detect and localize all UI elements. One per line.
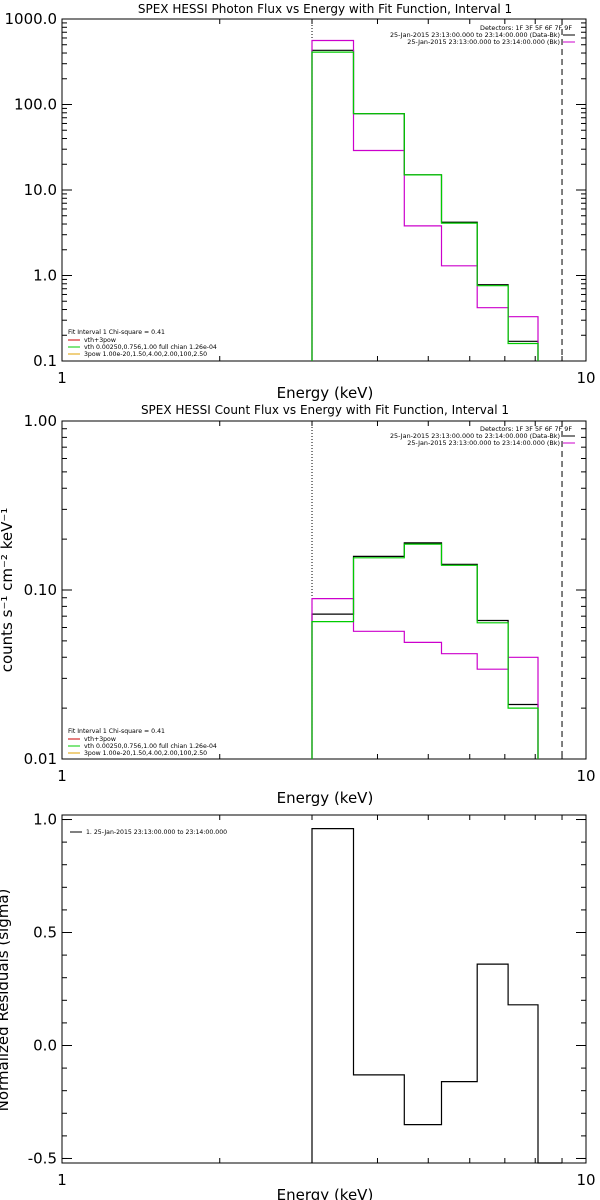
y-tick-label: -0.5 — [28, 1149, 57, 1167]
legend: Fit Interval 1 Chi-square = 0.41 vth+3po… — [68, 728, 217, 757]
legend: 1. 25-Jan-2015 23:13:00.000 to 23:14:00.… — [70, 829, 227, 836]
panel-count-flux: SPEX HESSI Count Flux vs Energy with Fit… — [0, 403, 596, 807]
panel-residuals: 1.0 0.5 0.0 -0.5 1 10 Energy (keV) Normalize… — [0, 811, 596, 1200]
series-vth-3pow — [311, 543, 539, 759]
series-data-bk — [311, 542, 539, 759]
plot-frame — [61, 18, 587, 362]
chart-title: SPEX HESSI Photon Flux vs Energy with Fi… — [138, 2, 512, 16]
x-axis-label: Energy (keV) — [277, 384, 374, 402]
interval-bk-label: 25-Jan-2015 23:13:00.000 to 23:14:00.000… — [407, 38, 560, 46]
legend-3pow: 3pow 1.00e-20,1.50,4.00,2.00,100,2.50 — [84, 750, 207, 757]
x-axis-label: Energy (keV) — [277, 1186, 374, 1200]
legend-model: vth+3pow — [84, 337, 116, 344]
legend-model: vth+3pow — [84, 736, 116, 743]
y-tick-label: 1000.0 — [5, 10, 58, 28]
y-tick-label: 0.0 — [33, 1036, 57, 1054]
legend-3pow: 3pow 1.00e-20,1.50,4.00,2.00,100,2.50 — [84, 351, 207, 358]
legend-vth: vth 0.00250,0.756,1.00 full chian 1.26e-… — [84, 344, 217, 351]
legend-interval: 1. 25-Jan-2015 23:13:00.000 to 23:14:00.… — [86, 829, 227, 836]
legend-vth: vth 0.00250,0.756,1.00 full chian 1.26e-… — [84, 743, 217, 750]
legend-fit-interval: Fit Interval 1 Chi-square = 0.41 — [68, 329, 165, 336]
x-tick-label: 1 — [57, 1171, 67, 1189]
y-tick-label: 1.0 — [33, 811, 57, 829]
x-tick-label: 1 — [57, 767, 67, 785]
detectors-label: Detectors: 1F 3F 5F 6F 7F 9F — [480, 24, 572, 32]
y-axis-label: Normalized Residuals (sigma) — [0, 889, 12, 1112]
y-tick-label: 10.0 — [24, 181, 57, 199]
x-tick-label: 10 — [576, 369, 595, 387]
y-tick-label: 0.1 — [33, 352, 57, 370]
x-axis-label: Energy (keV) — [277, 789, 374, 807]
x-tick-label: 10 — [576, 767, 595, 785]
x-tick-label: 1 — [57, 369, 67, 387]
plot-frame — [61, 420, 587, 760]
y-axis-label: counts s⁻¹ cm⁻² keV⁻¹ — [0, 508, 16, 673]
y-tick-label: 0.10 — [24, 581, 57, 599]
y-tick-label: 0.5 — [33, 924, 57, 942]
detectors-label: Detectors: 1F 3F 5F 6F 7F 9F — [480, 425, 572, 433]
y-tick-label: 0.01 — [24, 750, 57, 768]
legend: Fit Interval 1 Chi-square = 0.41 vth+3po… — [68, 329, 217, 358]
series-data-bk — [311, 49, 539, 361]
y-tick-label: 100.0 — [14, 96, 57, 114]
panel-photon-flux: SPEX HESSI Photon Flux vs Energy with Fi… — [5, 2, 596, 402]
x-tick-label: 10 — [576, 1171, 595, 1189]
plot-frame — [61, 814, 587, 1164]
y-tick-label: 1.00 — [24, 412, 57, 430]
interval-data-bk-label: 25-Jan-2015 23:13:00.000 to 23:14:00.000… — [390, 432, 560, 440]
legend-fit-interval: Fit Interval 1 Chi-square = 0.41 — [68, 728, 165, 735]
y-tick-label: 1.0 — [33, 267, 57, 285]
chart-title: SPEX HESSI Count Flux vs Energy with Fit… — [141, 403, 509, 417]
series-vth-3pow — [311, 51, 539, 361]
header-text: Detectors: 1F 3F 5F 6F 7F 9F 25-Jan-2015… — [390, 24, 575, 46]
interval-bk-label: 25-Jan-2015 23:13:00.000 to 23:14:00.000… — [407, 439, 560, 447]
interval-data-bk-label: 25-Jan-2015 23:13:00.000 to 23:14:00.000… — [390, 31, 560, 39]
header-text: Detectors: 1F 3F 5F 6F 7F 9F 25-Jan-2015… — [390, 425, 575, 447]
series-bk — [311, 39, 539, 361]
series-1-25-jan-2015-23-13-00-000-to-23-14-00-000 — [311, 828, 562, 1164]
